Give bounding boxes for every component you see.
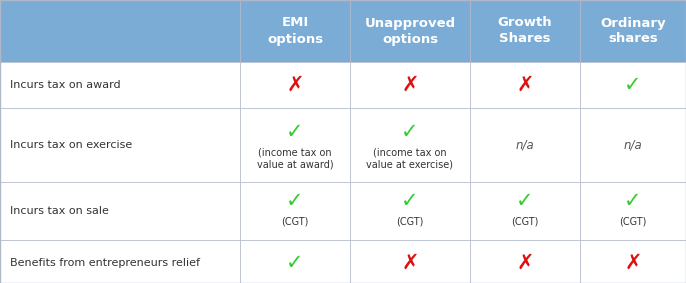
Text: ✓: ✓ [401,123,418,142]
Bar [470,108,580,182]
Bar [0,182,240,240]
Bar [580,108,686,182]
Text: (income tax on
value at exercise): (income tax on value at exercise) [366,147,453,170]
Bar [240,182,350,240]
Bar [350,0,470,62]
Text: ✗: ✗ [286,75,304,95]
Text: ✓: ✓ [624,75,641,95]
Bar [580,0,686,62]
Text: ✗: ✗ [624,253,641,273]
Bar [350,62,470,108]
Text: Growth
Shares: Growth Shares [497,16,552,46]
Text: n/a: n/a [624,138,642,151]
Text: ✓: ✓ [401,191,418,211]
Bar [470,0,580,62]
Text: n/a: n/a [516,138,534,151]
Bar [240,108,350,182]
Text: ✓: ✓ [286,191,304,211]
Bar [470,62,580,108]
Bar [0,0,240,62]
Text: ✓: ✓ [624,191,641,211]
Bar [580,62,686,108]
Bar [240,240,350,283]
Text: ✓: ✓ [286,253,304,273]
Text: (income tax on
value at award): (income tax on value at award) [257,147,333,170]
Text: ✓: ✓ [517,191,534,211]
Text: ✗: ✗ [517,253,534,273]
Text: EMI
options: EMI options [267,16,323,46]
Text: (CGT): (CGT) [511,216,539,226]
Text: ✗: ✗ [517,75,534,95]
Bar [580,182,686,240]
Text: Unapproved
options: Unapproved options [364,16,456,46]
Bar [0,108,240,182]
Bar [470,182,580,240]
Text: Incurs tax on exercise: Incurs tax on exercise [10,140,132,150]
Bar [580,240,686,283]
Bar [350,240,470,283]
Bar [350,108,470,182]
Text: (CGT): (CGT) [397,216,424,226]
Text: ✓: ✓ [286,123,304,142]
Bar [350,182,470,240]
Text: Benefits from entrepreneurs relief: Benefits from entrepreneurs relief [10,258,200,268]
Text: (CGT): (CGT) [619,216,647,226]
Bar [470,240,580,283]
Text: Incurs tax on award: Incurs tax on award [10,80,121,90]
Bar [0,62,240,108]
Text: Incurs tax on sale: Incurs tax on sale [10,206,109,216]
Bar [240,62,350,108]
Text: ✗: ✗ [401,75,418,95]
Text: Ordinary
shares: Ordinary shares [600,16,666,46]
Bar [0,240,240,283]
Text: (CGT): (CGT) [281,216,309,226]
Text: ✗: ✗ [401,253,418,273]
Bar [240,0,350,62]
